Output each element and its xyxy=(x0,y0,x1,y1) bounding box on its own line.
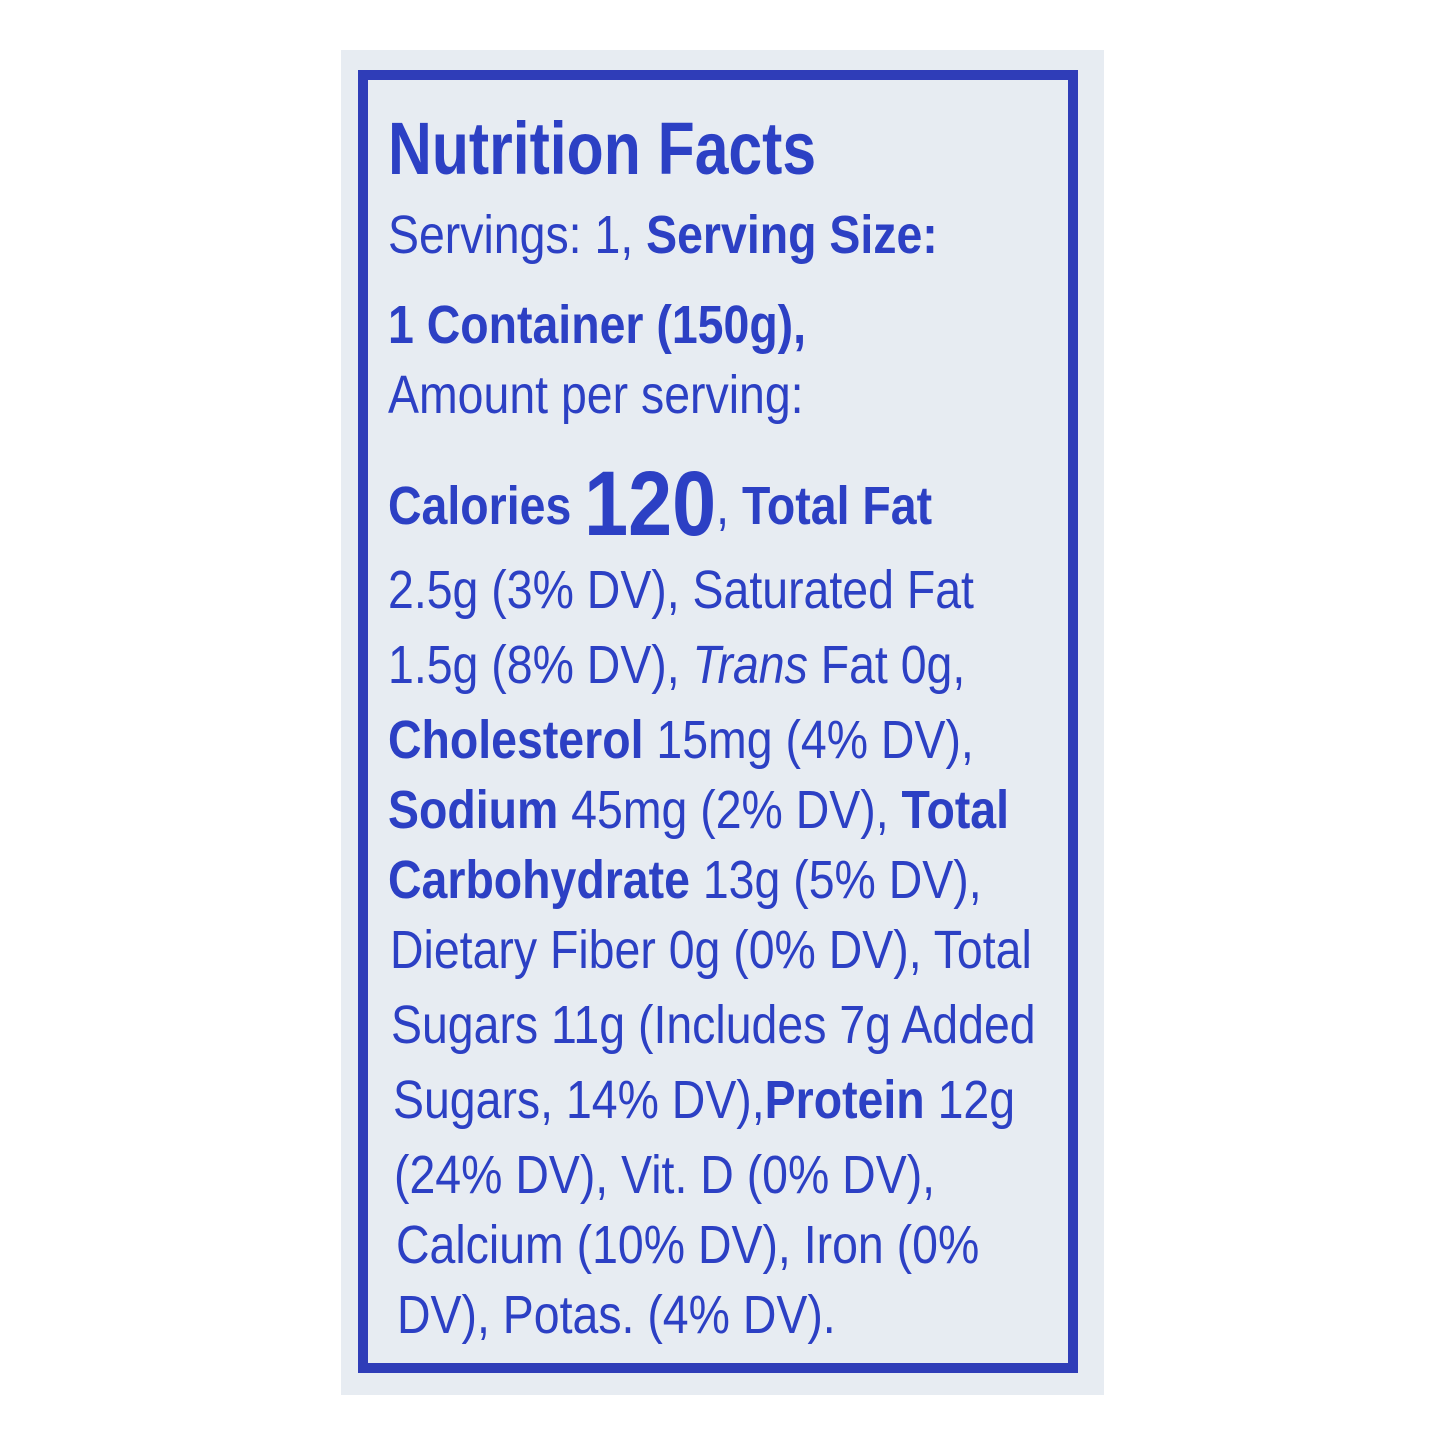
label-border xyxy=(358,70,1078,1373)
label-line: 1 Container (150g), xyxy=(388,298,806,352)
label-line: Carbohydrate 13g (5% DV), xyxy=(388,853,982,907)
label-text-segment: DV), Potas. (4% DV). xyxy=(397,1285,836,1345)
label-line: Calories 120, Total Fat xyxy=(388,458,932,550)
label-text-segment: , xyxy=(716,475,742,536)
label-text-segment: 13g (5% DV), xyxy=(689,850,982,910)
label-text-segment: 15mg (4% DV), xyxy=(643,710,974,770)
label-line: Sodium 45mg (2% DV), Total xyxy=(388,783,1009,837)
label-line: Sugars, 14% DV),Protein 12g xyxy=(393,1073,1015,1127)
label-line: Sugars 11g (Includes 7g Added xyxy=(391,998,1036,1052)
label-text-segment: Carbohydrate xyxy=(388,850,690,910)
label-panel xyxy=(341,50,1104,1395)
label-text-segment: Total Fat xyxy=(741,475,933,536)
label-line: Calcium (10% DV), Iron (0% xyxy=(396,1218,979,1272)
label-text-segment: Fat 0g, xyxy=(807,635,966,695)
label-title: Nutrition Facts xyxy=(388,107,817,190)
label-line: Amount per serving: xyxy=(388,368,804,422)
label-text-segment: Amount per serving: xyxy=(388,365,804,425)
label-text-segment: Trans xyxy=(692,635,808,695)
label-text-segment: Sugars, 14% DV), xyxy=(392,1070,765,1130)
label-text-segment: Sugars 11g (Includes 7g Added xyxy=(391,995,1036,1055)
label-text-segment: Protein xyxy=(764,1070,925,1130)
label-text-segment: Sodium xyxy=(388,780,559,840)
label-text-segment: 12g xyxy=(924,1070,1015,1130)
label-text-segment: Calcium (10% DV), Iron (0% xyxy=(395,1215,979,1275)
label-text-segment: 1 Container (150g), xyxy=(388,295,807,355)
label-text-segment: Calories xyxy=(388,475,585,536)
label-text-segment: 45mg (2% DV), xyxy=(558,780,902,840)
label-text-segment: 120 xyxy=(584,453,717,555)
label-line: Servings: 1, Serving Size: xyxy=(388,208,938,262)
label-text-segment: Total xyxy=(901,780,1010,840)
label-line: 2.5g (3% DV), Saturated Fat xyxy=(388,563,974,617)
label-text-segment: Serving Size: xyxy=(646,205,938,265)
label-line: (24% DV), Vit. D (0% DV), xyxy=(394,1148,935,1202)
label-text-segment: Dietary Fiber 0g (0% DV), Total xyxy=(389,920,1032,980)
label-text-segment: Cholesterol xyxy=(388,710,644,770)
label-line: DV), Potas. (4% DV). xyxy=(397,1288,836,1342)
label-text-segment: 2.5g (3% DV), Saturated Fat xyxy=(388,560,974,620)
label-line: Cholesterol 15mg (4% DV), xyxy=(388,713,974,767)
label-text-segment: (24% DV), Vit. D (0% DV), xyxy=(394,1145,936,1205)
label-text-segment: Servings: 1, xyxy=(388,205,647,265)
label-text-segment: 1.5g (8% DV), xyxy=(388,635,693,695)
label-line: 1.5g (8% DV), Trans Fat 0g, xyxy=(388,638,965,692)
label-line: Dietary Fiber 0g (0% DV), Total xyxy=(390,923,1032,977)
